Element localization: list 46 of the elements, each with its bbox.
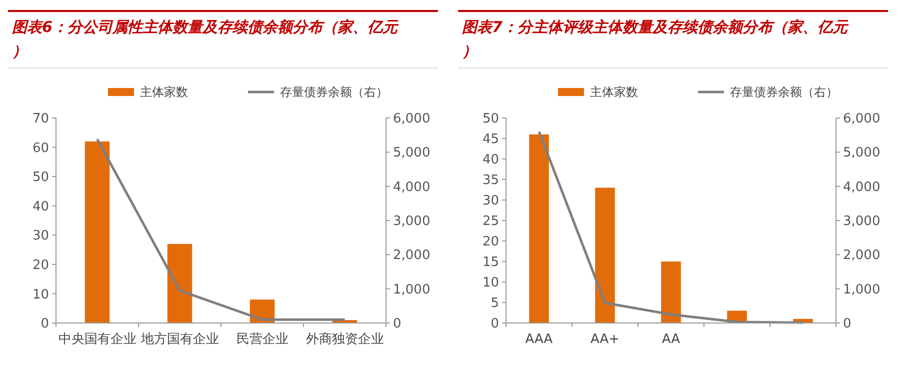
y2-tick-label: 0	[393, 316, 402, 332]
legend-label: 存量债券余额（右）	[730, 85, 838, 100]
y-tick-label: 40	[482, 152, 499, 168]
x-tick-label: 中央国有企业	[58, 332, 136, 347]
y-tick-label: 50	[32, 170, 49, 186]
y2-tick-label: 3,000	[393, 214, 430, 230]
y2-tick-label: 4,000	[843, 180, 880, 195]
y2-tick-label: 6,000	[393, 112, 430, 127]
y-tick-label: 0	[40, 316, 49, 332]
y-tick-label: 20	[482, 234, 499, 250]
y2-tick-label: 2,000	[843, 248, 880, 264]
y2-tick-label: 2,000	[393, 248, 430, 264]
y2-tick-label: 6,000	[843, 112, 880, 127]
y-tick-label: 25	[482, 214, 499, 230]
x-tick-label: 民营企业	[236, 332, 288, 347]
y-tick-label: 10	[32, 287, 49, 302]
y2-tick-label: 5,000	[843, 146, 880, 161]
y-tick-label: 60	[32, 140, 49, 156]
x-tick-label: 地方国有企业	[140, 331, 219, 347]
y-tick-label: 50	[482, 112, 499, 127]
legend-label: 存量债券余额（右）	[280, 85, 388, 100]
y-tick-label: 0	[490, 316, 499, 332]
y-tick-label: 70	[32, 112, 49, 127]
y-tick-label: 30	[32, 228, 49, 244]
y-tick-label: 10	[482, 276, 499, 291]
y-tick-label: 5	[490, 296, 499, 312]
y-tick-label: 45	[482, 132, 499, 148]
y2-tick-label: 4,000	[393, 180, 430, 195]
x-tick-label: AA+	[590, 332, 620, 347]
legend-label: 主体家数	[590, 85, 638, 100]
chart-title: 图表7：分主体评级主体数量及存续债余额分布（家、亿元）	[462, 18, 850, 60]
legend-label: 主体家数	[140, 85, 188, 100]
y2-tick-label: 0	[843, 316, 852, 332]
y-tick-label: 15	[482, 255, 499, 270]
y-tick-label: 20	[32, 258, 49, 273]
y-tick-label: 35	[482, 173, 499, 188]
chart-title: 图表6：分公司属性主体数量及存续债余额分布（家、亿元）	[12, 18, 400, 60]
x-tick-label: AA	[662, 332, 680, 347]
y-tick-label: 40	[32, 199, 49, 214]
y2-tick-label: 1,000	[393, 282, 430, 298]
x-tick-label: AAA	[525, 332, 553, 347]
y2-tick-label: 5,000	[393, 146, 430, 161]
y2-tick-label: 3,000	[843, 214, 880, 230]
x-tick-label: 外商独资企业	[306, 332, 384, 347]
y-tick-label: 30	[482, 194, 499, 209]
y2-tick-label: 1,000	[843, 282, 880, 298]
